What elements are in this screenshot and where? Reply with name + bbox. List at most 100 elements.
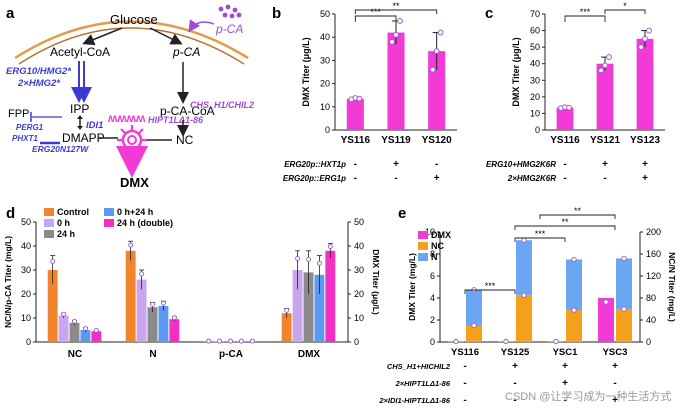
perg1-label: PERG1 bbox=[16, 123, 44, 132]
factor-row-label: 2×HMG2K6R bbox=[507, 174, 556, 183]
data-point bbox=[393, 31, 399, 38]
significance-bracket bbox=[354, 9, 438, 14]
factor-sign: + bbox=[642, 159, 648, 170]
significance-bracket bbox=[514, 225, 616, 230]
glucose-to-pca-arrow bbox=[149, 27, 183, 45]
bar-YS121 bbox=[596, 63, 614, 130]
bar-N-YSC1 bbox=[566, 259, 582, 311]
legend-label: Control bbox=[57, 207, 89, 217]
y2-tick-label: 40 bbox=[354, 241, 364, 251]
panel-c-chart: c 0 10 20 30 40 50 60 70 DMX Titer (μg/L) YS116 YS1… bbox=[485, 1, 665, 184]
x-tick-label: YS119 bbox=[381, 135, 411, 146]
factor-row-label: ERG10+HMG2K6R bbox=[486, 160, 556, 169]
bar-N-0 h bbox=[136, 279, 147, 342]
y-tick-label: 50 bbox=[320, 9, 330, 19]
data-point bbox=[553, 338, 559, 345]
legend-label: N bbox=[431, 252, 438, 262]
factor-sign: + bbox=[512, 361, 518, 372]
significance-label: *** bbox=[580, 7, 591, 17]
factor-sign: - bbox=[394, 173, 397, 184]
factor-row-label: ERG20p::ERG1p bbox=[283, 174, 346, 183]
y-tick-label: 10 bbox=[425, 227, 435, 237]
significance-bracket bbox=[564, 15, 606, 22]
data-point bbox=[471, 322, 477, 329]
factor-sign: - bbox=[563, 395, 566, 406]
data-point bbox=[306, 256, 311, 262]
y2-tick-label: 10 bbox=[354, 313, 364, 323]
y2-tick-label: 0 bbox=[354, 337, 359, 347]
y-axis-title: DMX Titer (μg/L) bbox=[511, 37, 521, 106]
significance-label: ** bbox=[561, 217, 569, 227]
factor-sign: - bbox=[563, 173, 566, 184]
panel-d-chart: d 0 10 20 30 40 50 0 10 20 30 40 50 NC/N/p-CA Titer (… bbox=[3, 205, 381, 360]
data-point bbox=[160, 300, 166, 306]
y-tick-label: 0 bbox=[26, 337, 31, 347]
bar-N-YS125 bbox=[516, 240, 532, 296]
y-tick-label: 8 bbox=[430, 249, 435, 259]
factor-row-label: ERG20p::HXT1p bbox=[284, 160, 346, 169]
bar-N-YS116 bbox=[466, 289, 482, 326]
y-tick-label: 40 bbox=[530, 59, 540, 69]
factor-sign: + bbox=[642, 173, 648, 184]
bar-NC-YSC1 bbox=[566, 310, 582, 342]
factor-sign: - bbox=[435, 159, 438, 170]
significance-label: ** bbox=[392, 1, 400, 11]
significance-bracket bbox=[464, 289, 516, 294]
erg20-label: ERG20N127W bbox=[32, 144, 89, 154]
bar-NC-24 h (double) bbox=[91, 331, 102, 342]
data-point bbox=[429, 66, 436, 73]
y-tick-label: 20 bbox=[21, 289, 31, 299]
factor-sign: + bbox=[393, 159, 399, 170]
panel-b-letter: b bbox=[272, 5, 281, 22]
bar-N-YSC3 bbox=[616, 258, 632, 309]
y-tick-label: 6 bbox=[430, 271, 435, 281]
factor-sign: + bbox=[562, 378, 568, 389]
bar-YS116 bbox=[346, 98, 364, 130]
phxt1-label: PHXT1 bbox=[12, 134, 38, 143]
x-tick-label: YS116 bbox=[341, 135, 371, 146]
y-tick-label: 60 bbox=[530, 26, 540, 36]
y-tick-label: 40 bbox=[320, 32, 330, 42]
data-point bbox=[356, 95, 363, 102]
significance-bracket bbox=[604, 9, 646, 14]
data-point bbox=[238, 338, 244, 344]
factor-row-label: 2×HIPT1LΔ1-86 bbox=[395, 379, 451, 388]
data-point bbox=[453, 338, 459, 345]
bar-YS123 bbox=[636, 38, 654, 130]
data-point bbox=[50, 258, 56, 264]
x-group-label: DMX bbox=[298, 349, 321, 360]
data-point bbox=[433, 48, 440, 55]
significance-bracket bbox=[539, 214, 616, 219]
data-point bbox=[93, 328, 99, 333]
bar-N-0 h+24 h bbox=[158, 306, 169, 342]
y-tick-label: 30 bbox=[21, 265, 31, 275]
x-tick-label: YS116 bbox=[550, 135, 580, 146]
factor-row-label: CHS_H1+HICHIL2 bbox=[387, 362, 451, 371]
bar-NC-24 h bbox=[69, 322, 80, 342]
data-point bbox=[621, 255, 627, 262]
data-point bbox=[602, 62, 608, 69]
factor-sign: - bbox=[563, 159, 566, 170]
factor-sign: + bbox=[434, 173, 440, 184]
pca-extracellular-label: p-CA bbox=[215, 22, 243, 36]
panel-b-chart: b 0 10 20 30 40 50 DMX Titer (μg/L) YS116 YS119 YS… bbox=[272, 1, 457, 184]
data-point bbox=[228, 338, 233, 344]
y-axis-title: NC/N/p-CA Titer (mg/L) bbox=[3, 236, 13, 328]
y-tick-label: 40 bbox=[21, 241, 31, 251]
bar-N-Control bbox=[125, 250, 136, 342]
idi1-label: IDI1 bbox=[86, 120, 103, 131]
factor-sign: - bbox=[613, 378, 616, 389]
nc-label: NC bbox=[176, 133, 194, 147]
glucose-to-acetyl-arrow bbox=[82, 27, 123, 46]
panel-e-letter: e bbox=[398, 205, 406, 222]
data-point bbox=[521, 237, 527, 243]
erg10-hmg2-label: ERG10/HMG2* bbox=[6, 66, 72, 77]
y-tick-label: 2 bbox=[430, 315, 435, 325]
y-tick-label: 70 bbox=[530, 9, 540, 19]
watermark-text: CSDN @让学习成为一种生活方式 bbox=[505, 389, 671, 403]
data-point bbox=[606, 54, 612, 60]
panel-d-letter: d bbox=[6, 205, 15, 222]
y-tick-label: 0 bbox=[430, 337, 435, 347]
data-point bbox=[566, 104, 572, 111]
